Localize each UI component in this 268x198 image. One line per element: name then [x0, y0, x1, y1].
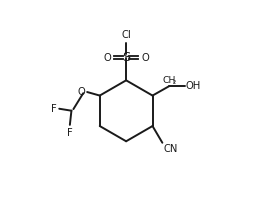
Text: CN: CN	[163, 144, 177, 154]
Text: ₂: ₂	[173, 77, 176, 86]
Text: O: O	[103, 52, 111, 63]
Text: F: F	[67, 128, 73, 138]
Text: CH: CH	[163, 76, 176, 85]
Text: Cl: Cl	[121, 30, 131, 40]
Text: O: O	[77, 87, 85, 97]
Text: F: F	[51, 104, 57, 114]
Text: OH: OH	[185, 81, 200, 91]
Text: S: S	[122, 51, 130, 64]
Text: O: O	[141, 52, 149, 63]
